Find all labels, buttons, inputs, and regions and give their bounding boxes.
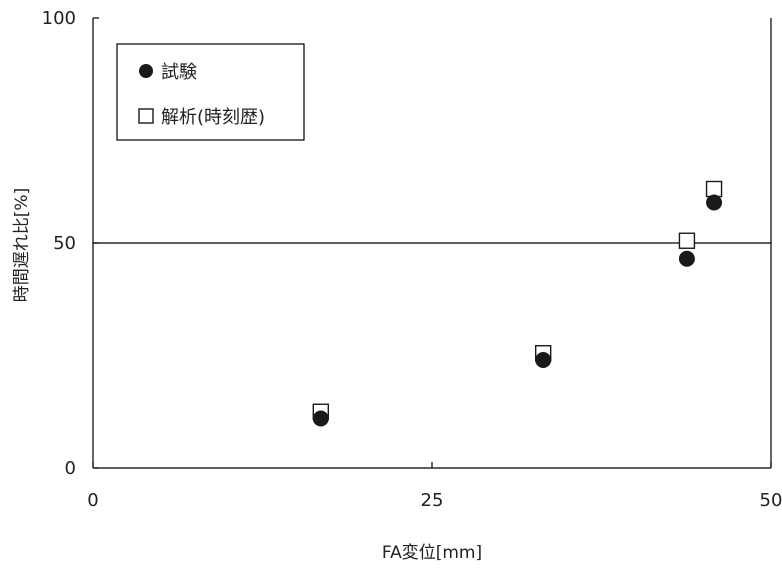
legend-box xyxy=(116,43,305,141)
y-tick-label: 50 xyxy=(53,233,76,254)
data-point-test xyxy=(312,410,329,427)
legend-marker-test xyxy=(139,64,153,78)
tick-labels: 0 25 50 0 50 100 xyxy=(42,8,782,511)
legend-marker-analysis xyxy=(138,108,154,124)
tick-marks xyxy=(92,17,772,469)
legend-label-analysis: 解析(時刻歴) xyxy=(161,107,265,128)
y-tick-label: 100 xyxy=(42,8,76,29)
legend: 試験 解析(時刻歴) xyxy=(116,43,305,141)
legend-label-test: 試験 xyxy=(161,62,197,83)
x-tick-label: 50 xyxy=(760,490,782,511)
y-tick-label: 0 xyxy=(65,458,76,479)
x-tick-label: 0 xyxy=(87,490,98,511)
data-point-analysis xyxy=(705,180,723,198)
data-points xyxy=(312,180,723,427)
data-point-test xyxy=(678,250,695,267)
x-tick-label: 25 xyxy=(421,490,444,511)
x-axis-title: FA変位[mm] xyxy=(382,543,482,563)
data-point-analysis xyxy=(678,232,696,249)
data-point-test xyxy=(706,194,723,211)
data-point-test xyxy=(535,352,552,368)
y-axis-title: 時間遅れ比[%] xyxy=(12,188,32,302)
